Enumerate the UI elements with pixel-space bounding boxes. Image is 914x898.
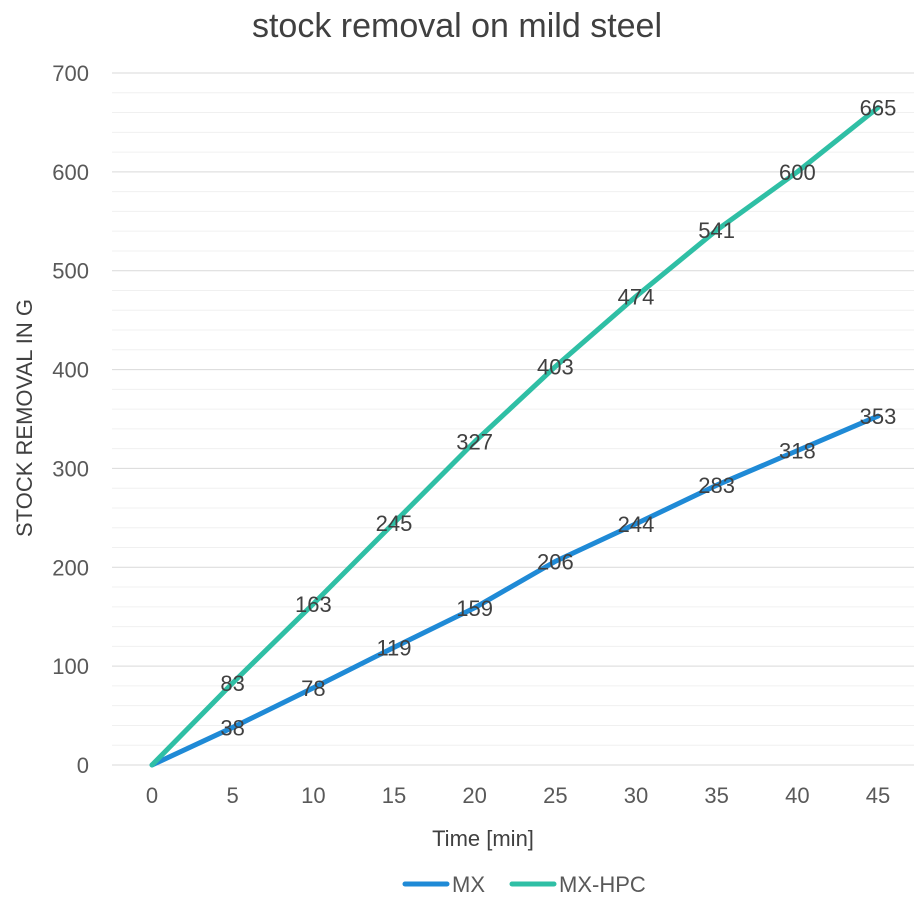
x-tick-label: 0 bbox=[146, 783, 158, 808]
x-axis-ticks: 0 5 10 15 20 25 30 35 40 45 bbox=[146, 783, 890, 808]
data-label: 245 bbox=[376, 511, 413, 536]
data-label: 159 bbox=[456, 596, 493, 621]
x-tick-label: 30 bbox=[624, 783, 648, 808]
data-label: 327 bbox=[456, 430, 493, 455]
data-label: 244 bbox=[618, 512, 655, 537]
data-label: 541 bbox=[698, 218, 735, 243]
legend: MX MX-HPC bbox=[402, 872, 646, 897]
data-label: 353 bbox=[860, 404, 897, 429]
legend-label: MX bbox=[452, 872, 485, 897]
data-labels: 38 78 119 159 206 244 283 318 353 83 163 245 327 403 4… bbox=[220, 96, 896, 741]
data-label: 78 bbox=[301, 676, 325, 701]
x-tick-label: 35 bbox=[704, 783, 728, 808]
x-tick-label: 5 bbox=[227, 783, 239, 808]
series-line-mx bbox=[149, 413, 881, 768]
y-tick-label: 300 bbox=[52, 456, 89, 481]
data-label: 665 bbox=[860, 96, 897, 121]
legend-label: MX-HPC bbox=[559, 872, 646, 897]
data-label: 474 bbox=[618, 284, 655, 309]
data-label: 163 bbox=[295, 592, 332, 617]
y-tick-label: 200 bbox=[52, 555, 89, 580]
x-tick-label: 10 bbox=[301, 783, 325, 808]
data-label: 119 bbox=[376, 635, 411, 660]
chart-title: stock removal on mild steel bbox=[252, 7, 662, 45]
y-tick-label: 0 bbox=[77, 753, 89, 778]
data-label: 318 bbox=[779, 439, 816, 464]
x-tick-label: 45 bbox=[866, 783, 890, 808]
x-tick-label: 15 bbox=[382, 783, 406, 808]
x-tick-label: 20 bbox=[462, 783, 486, 808]
y-tick-label: 100 bbox=[52, 654, 89, 679]
series-lines bbox=[149, 105, 881, 768]
x-axis-label: Time [min] bbox=[432, 826, 534, 851]
x-tick-label: 25 bbox=[543, 783, 567, 808]
data-label: 206 bbox=[537, 549, 574, 574]
data-label: 283 bbox=[698, 473, 735, 498]
data-label: 38 bbox=[220, 715, 244, 740]
data-label: 600 bbox=[779, 160, 816, 185]
y-tick-label: 700 bbox=[52, 61, 89, 86]
series-line-mx-hpc bbox=[149, 105, 881, 768]
y-tick-label: 600 bbox=[52, 160, 89, 185]
y-tick-label: 500 bbox=[52, 259, 89, 284]
x-tick-label: 40 bbox=[785, 783, 809, 808]
data-label: 83 bbox=[220, 671, 244, 696]
y-tick-label: 400 bbox=[52, 358, 89, 383]
y-axis-label: STOCK REMOVAL IN G bbox=[12, 299, 37, 537]
y-axis-ticks: 0 100 200 300 400 500 600 700 bbox=[52, 61, 89, 778]
data-label: 403 bbox=[537, 355, 574, 380]
